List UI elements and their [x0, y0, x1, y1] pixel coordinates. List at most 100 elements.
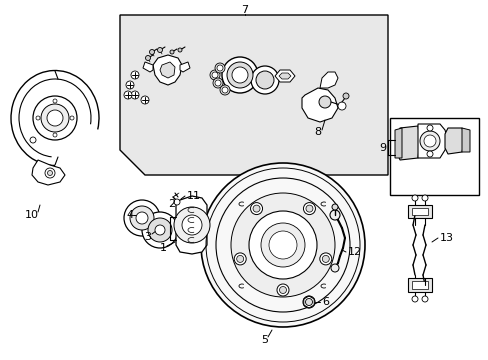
- Circle shape: [70, 116, 74, 120]
- Circle shape: [33, 96, 77, 140]
- Circle shape: [124, 91, 132, 99]
- Text: 13: 13: [439, 233, 453, 243]
- Circle shape: [305, 298, 312, 306]
- Polygon shape: [153, 55, 182, 85]
- Polygon shape: [444, 128, 464, 154]
- Circle shape: [47, 171, 52, 175]
- Text: 1: 1: [159, 243, 166, 253]
- Circle shape: [157, 48, 162, 53]
- Circle shape: [250, 203, 262, 215]
- Circle shape: [303, 296, 314, 308]
- Circle shape: [217, 65, 223, 71]
- Circle shape: [231, 67, 247, 83]
- Circle shape: [136, 212, 148, 224]
- Circle shape: [131, 91, 139, 99]
- Polygon shape: [461, 128, 469, 152]
- Circle shape: [209, 70, 220, 80]
- Polygon shape: [160, 62, 175, 78]
- Circle shape: [130, 206, 154, 230]
- Polygon shape: [302, 88, 337, 122]
- Polygon shape: [120, 15, 387, 175]
- Text: 10: 10: [25, 210, 39, 220]
- Circle shape: [182, 215, 202, 235]
- Circle shape: [261, 223, 305, 267]
- Circle shape: [330, 264, 338, 272]
- Polygon shape: [319, 72, 337, 88]
- Polygon shape: [411, 208, 427, 215]
- Circle shape: [426, 151, 432, 157]
- Circle shape: [329, 210, 339, 220]
- Circle shape: [248, 211, 316, 279]
- Circle shape: [178, 48, 182, 52]
- Circle shape: [279, 287, 286, 293]
- Circle shape: [45, 168, 55, 178]
- Circle shape: [256, 71, 273, 89]
- Circle shape: [322, 255, 328, 262]
- Circle shape: [411, 195, 417, 201]
- Circle shape: [423, 135, 435, 147]
- Circle shape: [222, 57, 258, 93]
- Polygon shape: [32, 160, 65, 185]
- Polygon shape: [394, 128, 401, 158]
- Circle shape: [53, 133, 57, 137]
- Circle shape: [215, 80, 221, 86]
- Text: 5: 5: [261, 335, 268, 345]
- Circle shape: [174, 207, 209, 243]
- Circle shape: [213, 78, 223, 88]
- Circle shape: [170, 50, 174, 54]
- Polygon shape: [417, 124, 447, 158]
- Circle shape: [155, 225, 164, 235]
- Circle shape: [212, 72, 218, 78]
- Circle shape: [141, 96, 149, 104]
- Polygon shape: [389, 118, 478, 195]
- Polygon shape: [180, 62, 190, 72]
- Polygon shape: [395, 126, 419, 160]
- Circle shape: [426, 125, 432, 131]
- Circle shape: [342, 93, 348, 99]
- Text: 4: 4: [126, 210, 133, 220]
- Circle shape: [268, 231, 296, 259]
- Text: 3: 3: [144, 232, 151, 242]
- Circle shape: [421, 296, 427, 302]
- Circle shape: [276, 284, 288, 296]
- Circle shape: [230, 193, 334, 297]
- Circle shape: [149, 49, 154, 54]
- Text: 7: 7: [241, 5, 248, 15]
- Circle shape: [419, 131, 439, 151]
- Circle shape: [174, 199, 180, 205]
- Circle shape: [318, 96, 330, 108]
- Circle shape: [305, 205, 312, 212]
- Circle shape: [201, 163, 364, 327]
- Text: 6: 6: [321, 297, 328, 307]
- Circle shape: [124, 200, 160, 236]
- Polygon shape: [176, 196, 206, 254]
- Circle shape: [36, 116, 40, 120]
- Circle shape: [126, 81, 134, 89]
- Circle shape: [226, 62, 252, 88]
- Text: 11: 11: [186, 191, 201, 201]
- Polygon shape: [279, 73, 290, 79]
- Text: 2: 2: [168, 199, 175, 209]
- Circle shape: [47, 110, 63, 126]
- Circle shape: [41, 104, 69, 132]
- Circle shape: [220, 85, 229, 95]
- Polygon shape: [407, 278, 431, 292]
- Circle shape: [234, 253, 245, 265]
- Circle shape: [142, 212, 178, 248]
- Circle shape: [236, 255, 243, 262]
- Polygon shape: [411, 281, 427, 289]
- Circle shape: [131, 71, 139, 79]
- Circle shape: [145, 55, 150, 60]
- Circle shape: [303, 203, 315, 215]
- Text: 12: 12: [347, 247, 362, 257]
- Circle shape: [148, 218, 172, 242]
- Polygon shape: [274, 70, 294, 82]
- Text: 9: 9: [379, 143, 386, 153]
- Circle shape: [53, 99, 57, 103]
- Circle shape: [30, 137, 36, 143]
- Circle shape: [319, 253, 331, 265]
- Circle shape: [250, 66, 279, 94]
- Polygon shape: [407, 205, 431, 218]
- Circle shape: [411, 296, 417, 302]
- Circle shape: [252, 205, 260, 212]
